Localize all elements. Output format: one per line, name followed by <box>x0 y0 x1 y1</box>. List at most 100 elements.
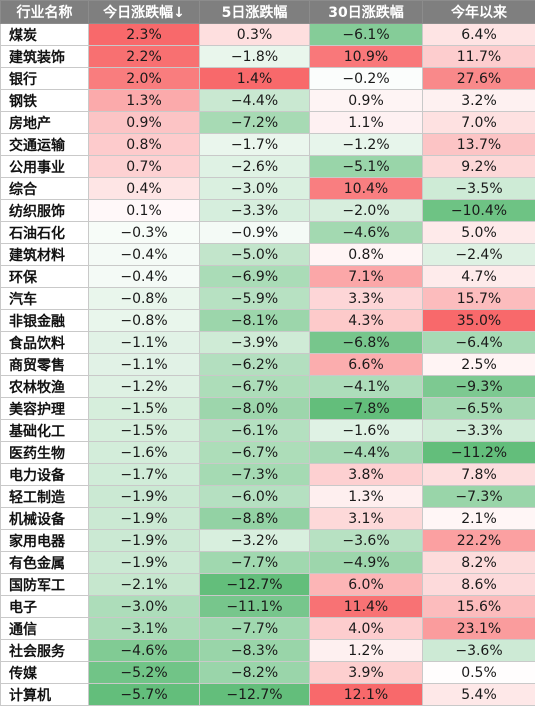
ytd-change-cell: −3.6% <box>423 640 535 662</box>
day30-change-cell: −4.6% <box>310 222 423 244</box>
day30-change-cell: 0.8% <box>310 244 423 266</box>
header-industry-name[interactable]: 行业名称 <box>1 1 89 24</box>
industry-name-cell: 石油石化 <box>1 222 89 244</box>
industry-name-cell: 商贸零售 <box>1 354 89 376</box>
today-change-cell: −5.7% <box>89 684 200 706</box>
header-30day-change[interactable]: 30日涨跌幅 <box>310 1 423 24</box>
day5-change-cell: −8.2% <box>200 662 310 684</box>
day5-change-cell: −8.0% <box>200 398 310 420</box>
day30-change-cell: 3.3% <box>310 288 423 310</box>
today-change-cell: −1.6% <box>89 442 200 464</box>
industry-name-cell: 电子 <box>1 596 89 618</box>
table-row: 基础化工−1.5%−6.1%−1.6%−3.3% <box>1 420 535 442</box>
table-row: 商贸零售−1.1%−6.2%6.6%2.5% <box>1 354 535 376</box>
industry-name-cell: 传媒 <box>1 662 89 684</box>
day5-change-cell: −1.7% <box>200 134 310 156</box>
ytd-change-cell: 5.4% <box>423 684 535 706</box>
day5-change-cell: −1.8% <box>200 46 310 68</box>
table-row: 轻工制造−1.9%−6.0%1.3%−7.3% <box>1 486 535 508</box>
header-ytd-change[interactable]: 今年以来 <box>423 1 535 24</box>
day5-change-cell: 0.3% <box>200 24 310 46</box>
ytd-change-cell: 0.5% <box>423 662 535 684</box>
today-change-cell: −2.1% <box>89 574 200 596</box>
day5-change-cell: −7.3% <box>200 464 310 486</box>
table-row: 美容护理−1.5%−8.0%−7.8%−6.5% <box>1 398 535 420</box>
ytd-change-cell: −6.4% <box>423 332 535 354</box>
table-row: 家用电器−1.9%−3.2%−3.6%22.2% <box>1 530 535 552</box>
table-row: 国防军工−2.1%−12.7%6.0%8.6% <box>1 574 535 596</box>
day30-change-cell: 1.1% <box>310 112 423 134</box>
day5-change-cell: −5.9% <box>200 288 310 310</box>
industry-name-cell: 轻工制造 <box>1 486 89 508</box>
industry-name-cell: 农林牧渔 <box>1 376 89 398</box>
day5-change-cell: −6.2% <box>200 354 310 376</box>
ytd-change-cell: 8.6% <box>423 574 535 596</box>
today-change-cell: −1.9% <box>89 486 200 508</box>
table-row: 汽车−0.8%−5.9%3.3%15.7% <box>1 288 535 310</box>
day30-change-cell: −7.8% <box>310 398 423 420</box>
industry-name-cell: 医药生物 <box>1 442 89 464</box>
header-row: 行业名称 今日涨跌幅↓ 5日涨跌幅 30日涨跌幅 今年以来 <box>1 1 535 24</box>
day5-change-cell: −3.9% <box>200 332 310 354</box>
today-change-cell: −3.1% <box>89 618 200 640</box>
industry-name-cell: 房地产 <box>1 112 89 134</box>
today-change-cell: −1.7% <box>89 464 200 486</box>
table-row: 石油石化−0.3%−0.9%−4.6%5.0% <box>1 222 535 244</box>
day5-change-cell: −12.7% <box>200 574 310 596</box>
day30-change-cell: 6.0% <box>310 574 423 596</box>
day5-change-cell: −3.0% <box>200 178 310 200</box>
table-row: 医药生物−1.6%−6.7%−4.4%−11.2% <box>1 442 535 464</box>
table-row: 通信−3.1%−7.7%4.0%23.1% <box>1 618 535 640</box>
ytd-change-cell: 6.4% <box>423 24 535 46</box>
industry-name-cell: 家用电器 <box>1 530 89 552</box>
day5-change-cell: −6.0% <box>200 486 310 508</box>
day30-change-cell: −1.6% <box>310 420 423 442</box>
day30-change-cell: −2.0% <box>310 200 423 222</box>
table-row: 建筑材料−0.4%−5.0%0.8%−2.4% <box>1 244 535 266</box>
day30-change-cell: 4.0% <box>310 618 423 640</box>
industry-name-cell: 交通运输 <box>1 134 89 156</box>
ytd-change-cell: 5.0% <box>423 222 535 244</box>
day5-change-cell: −6.7% <box>200 442 310 464</box>
today-change-cell: 2.2% <box>89 46 200 68</box>
header-5day-change[interactable]: 5日涨跌幅 <box>200 1 310 24</box>
today-change-cell: −1.9% <box>89 508 200 530</box>
today-change-cell: −1.5% <box>89 398 200 420</box>
industry-name-cell: 美容护理 <box>1 398 89 420</box>
ytd-change-cell: 23.1% <box>423 618 535 640</box>
ytd-change-cell: 11.7% <box>423 46 535 68</box>
day30-change-cell: 3.1% <box>310 508 423 530</box>
day30-change-cell: 7.1% <box>310 266 423 288</box>
table-row: 社会服务−4.6%−8.3%1.2%−3.6% <box>1 640 535 662</box>
day30-change-cell: −6.1% <box>310 24 423 46</box>
ytd-change-cell: 4.7% <box>423 266 535 288</box>
day30-change-cell: 6.6% <box>310 354 423 376</box>
today-change-cell: −1.2% <box>89 376 200 398</box>
industry-name-cell: 纺织服饰 <box>1 200 89 222</box>
today-change-cell: −4.6% <box>89 640 200 662</box>
day5-change-cell: −11.1% <box>200 596 310 618</box>
day30-change-cell: 11.4% <box>310 596 423 618</box>
table-row: 电力设备−1.7%−7.3%3.8%7.8% <box>1 464 535 486</box>
day30-change-cell: 1.3% <box>310 486 423 508</box>
industry-name-cell: 环保 <box>1 266 89 288</box>
industry-name-cell: 社会服务 <box>1 640 89 662</box>
industry-name-cell: 公用事业 <box>1 156 89 178</box>
day30-change-cell: 0.9% <box>310 90 423 112</box>
day5-change-cell: −5.0% <box>200 244 310 266</box>
industry-name-cell: 有色金属 <box>1 552 89 574</box>
today-change-cell: −1.1% <box>89 332 200 354</box>
header-today-change[interactable]: 今日涨跌幅↓ <box>89 1 200 24</box>
ytd-change-cell: 15.6% <box>423 596 535 618</box>
ytd-change-cell: −6.5% <box>423 398 535 420</box>
table-row: 传媒−5.2%−8.2%3.9%0.5% <box>1 662 535 684</box>
ytd-change-cell: −10.4% <box>423 200 535 222</box>
industry-name-cell: 钢铁 <box>1 90 89 112</box>
today-change-cell: −1.5% <box>89 420 200 442</box>
industry-name-cell: 建筑装饰 <box>1 46 89 68</box>
